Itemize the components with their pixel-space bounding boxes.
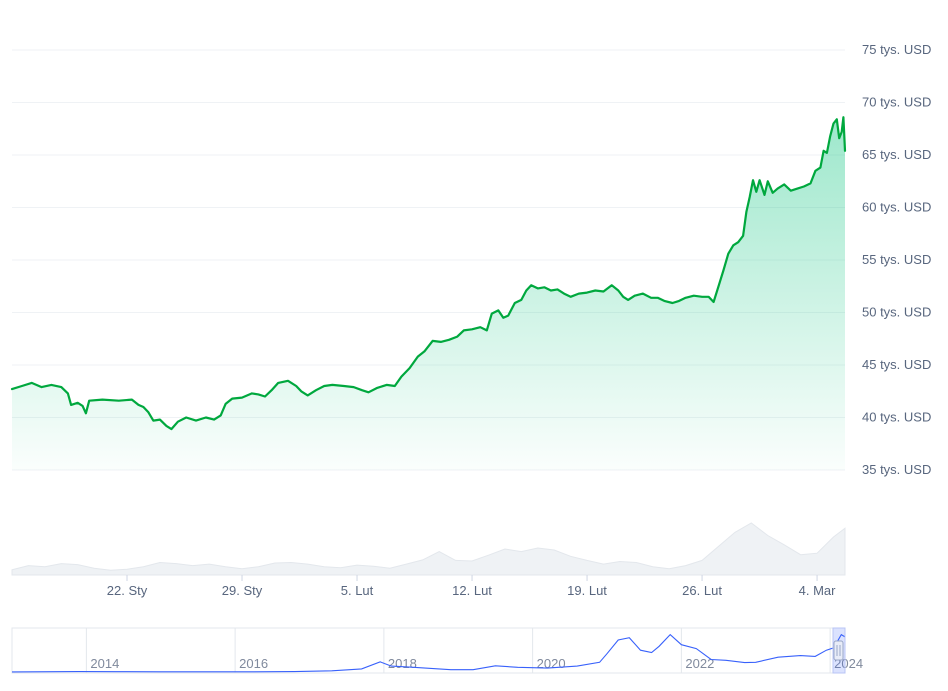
- navigator-line: [11, 633, 846, 673]
- price-area-fill: [12, 117, 845, 470]
- y-tick-label: 40 tys. USD: [862, 410, 931, 425]
- navigator-year-label: 2022: [685, 656, 714, 671]
- y-tick-label: 55 tys. USD: [862, 252, 931, 267]
- y-tick-label: 75 tys. USD: [862, 42, 931, 57]
- y-tick-label: 35 tys. USD: [862, 462, 931, 477]
- navigator-handle[interactable]: [833, 640, 844, 661]
- x-tick-label: 19. Lut: [567, 583, 607, 598]
- price-series: [10, 116, 847, 470]
- navigator-year-label: 2018: [388, 656, 417, 671]
- volume-area: [11, 522, 846, 576]
- y-tick-label: 50 tys. USD: [862, 305, 931, 320]
- y-tick-label: 45 tys. USD: [862, 357, 931, 372]
- navigator-year-label: 2020: [537, 656, 566, 671]
- y-tick-label: 70 tys. USD: [862, 95, 931, 110]
- x-axis: 22. Sty 29. Sty 5. Lut 12. Lut 19. Lut 26. Lu…: [107, 575, 836, 598]
- navigator-frame: [11, 627, 846, 674]
- x-tick-label: 26. Lut: [682, 583, 722, 598]
- y-axis: 75 tys. USD 70 tys. USD 65 tys. USD 60 tys.…: [862, 42, 931, 477]
- x-tick-label: 12. Lut: [452, 583, 492, 598]
- price-line: [10, 116, 847, 431]
- volume-chart: [11, 522, 846, 576]
- y-tick-label: 65 tys. USD: [862, 147, 931, 162]
- y-tick-label: 60 tys. USD: [862, 200, 931, 215]
- x-tick-label: 22. Sty: [107, 583, 148, 598]
- navigator-year-label: 2014: [90, 656, 119, 671]
- x-tick-label: 5. Lut: [341, 583, 374, 598]
- range-navigator[interactable]: 2014 2016 2018 2020 2022 2024: [11, 627, 863, 674]
- x-tick-label: 4. Mar: [799, 583, 837, 598]
- navigator-year-label: 2016: [239, 656, 268, 671]
- x-tick-label: 29. Sty: [222, 583, 263, 598]
